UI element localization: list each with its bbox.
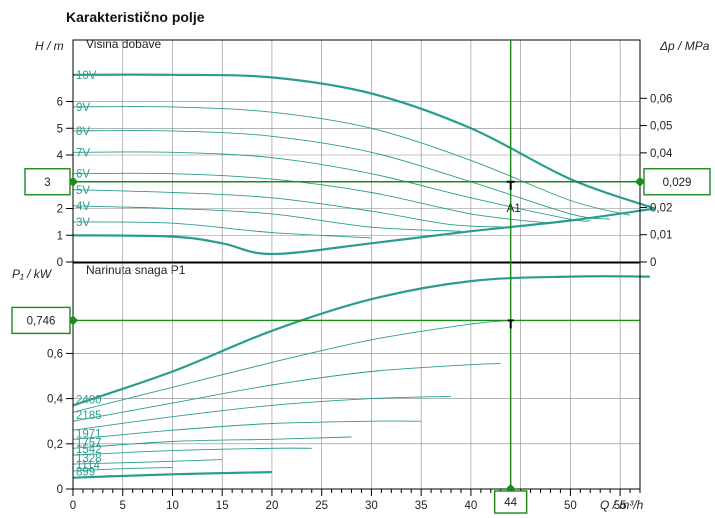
- dp-right-box: [643, 168, 711, 196]
- head-tick-label: 4: [57, 150, 64, 162]
- dp-right-marker: [635, 176, 645, 187]
- head-section-label: Visina dobave: [86, 37, 161, 51]
- head-tick-label: 6: [57, 97, 63, 109]
- x-tick-label: 5: [120, 500, 126, 512]
- x-tick-label: 25: [315, 500, 328, 512]
- head-left-box: [24, 168, 71, 196]
- head-tick-label: 1: [57, 230, 63, 242]
- power-panel-frame: [72, 262, 641, 490]
- power-curve-label: 1971: [76, 428, 102, 440]
- x-tick-label: 50: [564, 500, 577, 512]
- dp-tick-label: 0,01: [650, 230, 672, 242]
- power-curve-label: 899: [76, 467, 95, 479]
- x-tick-label: 20: [266, 500, 279, 512]
- power-curve: [72, 436, 352, 449]
- operating-point-label: A1: [507, 203, 521, 215]
- head-min-curve: [72, 207, 656, 256]
- head-curve: [72, 73, 656, 210]
- head-curve-label: 7V: [76, 147, 90, 159]
- power-min-curve: [72, 471, 272, 479]
- tick-layer: 0510152025303540455055012345600,010,020,…: [47, 93, 673, 512]
- power-left-value: 0,746: [27, 315, 56, 327]
- dp-tick-label: 0,05: [650, 121, 672, 133]
- head-curve: [72, 205, 461, 232]
- head-curve: [72, 172, 551, 224]
- head-curve-label: 6V: [76, 169, 90, 181]
- power-tick-label: 0,6: [47, 348, 63, 360]
- head-curve: [72, 221, 372, 239]
- power-curve: [72, 459, 223, 465]
- frame-layer: [72, 39, 641, 490]
- head-curve-label: 9V: [76, 102, 90, 114]
- x-tick-label: 35: [415, 500, 428, 512]
- head-tick-label: 5: [57, 123, 63, 135]
- chart-title: Karakteristično polje: [66, 9, 205, 25]
- head-left-value: 3: [44, 177, 50, 189]
- power-curve: [72, 447, 312, 456]
- head-curve: [72, 130, 611, 220]
- flow-bottom-value: 44: [504, 497, 517, 509]
- power-curve-label: 1757: [76, 437, 102, 449]
- power-curve-label: 2185: [76, 410, 102, 422]
- dp-tick-label: 0,06: [650, 93, 672, 105]
- power-tick-label: 0,4: [47, 394, 64, 406]
- head-curve-label: 8V: [76, 126, 90, 138]
- head-axis-label: H / m: [35, 39, 64, 53]
- head-tick-label: 2: [57, 204, 63, 216]
- head-curve: [72, 189, 511, 228]
- head-curve-label: 5V: [76, 185, 90, 197]
- x-tick-label: 10: [166, 500, 179, 512]
- x-tick-label: 55: [614, 500, 627, 512]
- head-curve-label: 4V: [76, 201, 90, 213]
- dp-axis-label: Δp / MPa: [659, 39, 710, 53]
- operating-point-layer: A1 3 0,029 0,746 44: [11, 40, 711, 514]
- head-curve-label: 10V: [76, 70, 97, 82]
- power-curve-label: 1328: [76, 453, 102, 465]
- power-curve-label: 1114: [76, 460, 100, 472]
- curve-layer: 10V 9V 8V 7V 6V 5V 4V 3V 2400 2185 197117571542132…: [72, 70, 656, 479]
- power-curve-label: 1542: [76, 444, 102, 456]
- x-tick-label: 30: [365, 500, 378, 512]
- dp-tick-label: 0,04: [650, 148, 673, 160]
- dp-tick-label: 0: [650, 257, 656, 269]
- power-curve: [72, 467, 173, 472]
- head-curve: [72, 151, 591, 222]
- power-section-label: Narinuta snaga P1: [86, 263, 186, 277]
- power-tick-label: 0: [57, 484, 63, 496]
- power-curve-label: 2400: [76, 394, 102, 406]
- dp-right-value: 0,029: [663, 177, 692, 189]
- head-curve-label: 3V: [76, 217, 90, 229]
- x-tick-label: 40: [464, 500, 477, 512]
- dp-tick-label: 0,02: [650, 202, 672, 214]
- power-curve: [72, 363, 501, 422]
- power-curve: [72, 395, 452, 431]
- power-curve: [72, 420, 422, 440]
- x-tick-label: 0: [70, 500, 76, 512]
- flow-axis-label: Q / m³/h: [600, 498, 644, 512]
- head-curve: [72, 106, 631, 216]
- head-panel-frame: [72, 39, 641, 263]
- power-curve: [72, 319, 511, 413]
- x-tick-label: 15: [216, 500, 229, 512]
- flow-bottom-box: [493, 490, 528, 514]
- power-tick-label: 0,2: [47, 439, 63, 451]
- power-left-box: [11, 306, 71, 335]
- power-curve: [72, 275, 650, 407]
- head-tick-label: 0: [57, 257, 63, 269]
- power-axis-label: P₁ / kW: [12, 267, 53, 281]
